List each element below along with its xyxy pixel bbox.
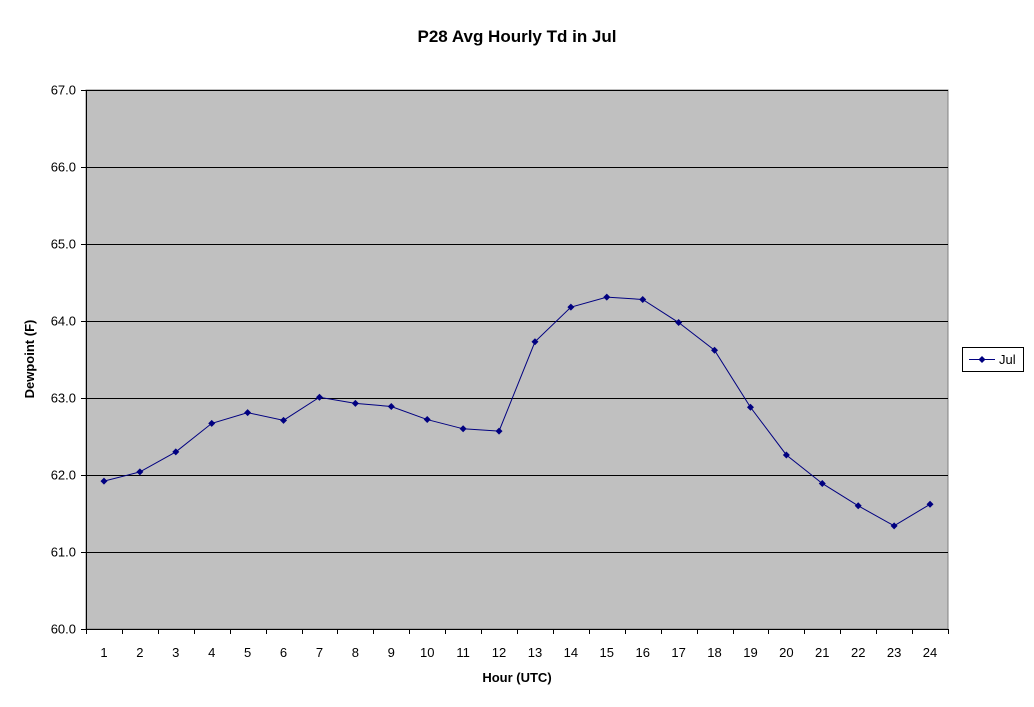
y-axis-title: Dewpoint (F) bbox=[22, 320, 37, 399]
data-point bbox=[495, 427, 503, 435]
x-tick-label: 24 bbox=[923, 645, 937, 660]
x-axis-title: Hour (UTC) bbox=[482, 670, 551, 685]
x-tick-label: 3 bbox=[172, 645, 179, 660]
x-tick-label: 20 bbox=[779, 645, 793, 660]
y-tick-label: 67.0 bbox=[51, 83, 76, 98]
x-tick-label: 7 bbox=[316, 645, 323, 660]
data-point bbox=[387, 402, 395, 410]
data-point bbox=[100, 477, 108, 485]
data-point bbox=[423, 416, 431, 424]
data-point bbox=[351, 399, 359, 407]
x-tick-label: 16 bbox=[635, 645, 649, 660]
x-tick-label: 1 bbox=[100, 645, 107, 660]
data-point bbox=[208, 419, 216, 427]
y-tick-label: 64.0 bbox=[51, 314, 76, 329]
data-point bbox=[531, 338, 539, 346]
x-tick-label: 18 bbox=[707, 645, 721, 660]
data-point bbox=[926, 500, 934, 508]
legend: Jul bbox=[962, 347, 1024, 372]
x-tick-label: 10 bbox=[420, 645, 434, 660]
data-point bbox=[244, 409, 252, 417]
legend-marker bbox=[978, 356, 986, 363]
data-point bbox=[567, 303, 575, 311]
plot-area: 60.061.062.063.064.065.066.067.01 2 3 4 5 6 7 8… bbox=[51, 83, 949, 660]
data-point bbox=[639, 295, 647, 303]
x-tick-label: 19 bbox=[743, 645, 757, 660]
data-point bbox=[782, 451, 790, 459]
x-tick-label: 8 bbox=[352, 645, 359, 660]
x-tick-label: 15 bbox=[600, 645, 614, 660]
y-tick-label: 60.0 bbox=[51, 622, 76, 637]
x-tick-label: 2 bbox=[136, 645, 143, 660]
x-tick-label: 23 bbox=[887, 645, 901, 660]
data-point bbox=[459, 425, 467, 433]
data-point bbox=[603, 293, 611, 301]
data-point bbox=[172, 448, 180, 456]
x-tick-label: 5 bbox=[244, 645, 251, 660]
data-point bbox=[854, 502, 862, 510]
x-tick-label: 6 bbox=[280, 645, 287, 660]
data-point bbox=[746, 403, 754, 411]
x-tick-label: 17 bbox=[671, 645, 685, 660]
x-tick-label: 21 bbox=[815, 645, 829, 660]
x-tick-label: 4 bbox=[208, 645, 215, 660]
data-point bbox=[711, 346, 719, 354]
y-tick-label: 66.0 bbox=[51, 160, 76, 175]
x-tick-label: 14 bbox=[564, 645, 578, 660]
data-point bbox=[315, 393, 323, 401]
data-point bbox=[280, 416, 288, 424]
y-tick-label: 61.0 bbox=[51, 545, 76, 560]
data-point bbox=[890, 522, 898, 530]
x-tick-label: 12 bbox=[492, 645, 506, 660]
legend-label: Jul bbox=[999, 352, 1016, 367]
x-tick-label: 9 bbox=[388, 645, 395, 660]
data-point bbox=[136, 468, 144, 476]
chart-title: P28 Avg Hourly Td in Jul bbox=[418, 27, 617, 46]
y-tick-label: 62.0 bbox=[51, 468, 76, 483]
y-tick-label: 65.0 bbox=[51, 237, 76, 252]
data-point bbox=[818, 479, 826, 487]
x-tick-label: 22 bbox=[851, 645, 865, 660]
y-tick-label: 63.0 bbox=[51, 391, 76, 406]
plot-background bbox=[85, 89, 949, 630]
series-line bbox=[103, 296, 931, 527]
x-tick-label: 11 bbox=[456, 645, 470, 660]
x-tick-label: 13 bbox=[528, 645, 542, 660]
data-point bbox=[675, 319, 683, 327]
